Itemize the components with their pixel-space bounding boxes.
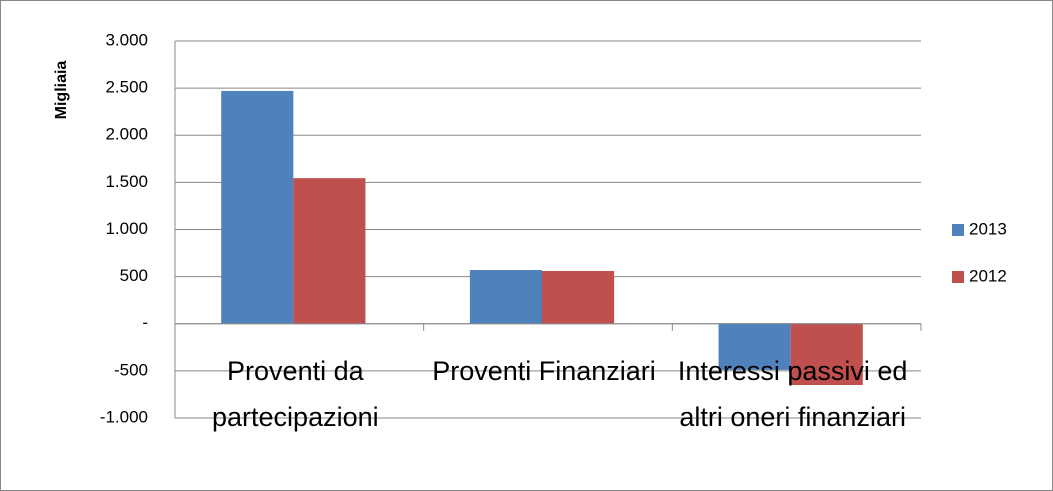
bar — [469, 270, 542, 324]
x-tick-label: Proventi Finanziari — [432, 355, 656, 386]
y-tick-label: 2.000 — [105, 125, 148, 144]
y-tick-label: -1.000 — [100, 407, 148, 426]
x-tick-label: Proventi da partecipazioni — [212, 355, 379, 432]
bar — [718, 323, 791, 370]
bar — [542, 270, 615, 324]
y-tick-label: 1.000 — [105, 219, 148, 238]
legend-label: 2012 — [969, 266, 1007, 285]
bar — [790, 323, 863, 386]
y-tick-label: 1.500 — [105, 172, 148, 191]
x-tick-label: Interessi passivi ed altri oneri finanzi… — [677, 355, 908, 432]
y-axis-label: Migliaia — [53, 61, 70, 120]
legend-label: 2013 — [969, 219, 1007, 238]
bar — [293, 178, 366, 324]
legend-swatch — [952, 224, 964, 236]
y-tick-label: -500 — [114, 360, 148, 379]
bar — [221, 90, 294, 324]
y-tick-label: 500 — [120, 266, 148, 285]
legend-swatch — [952, 271, 964, 283]
y-tick-label: 3.000 — [105, 30, 148, 49]
y-tick-label: 2.500 — [105, 78, 148, 97]
y-tick-label: - — [142, 313, 148, 332]
